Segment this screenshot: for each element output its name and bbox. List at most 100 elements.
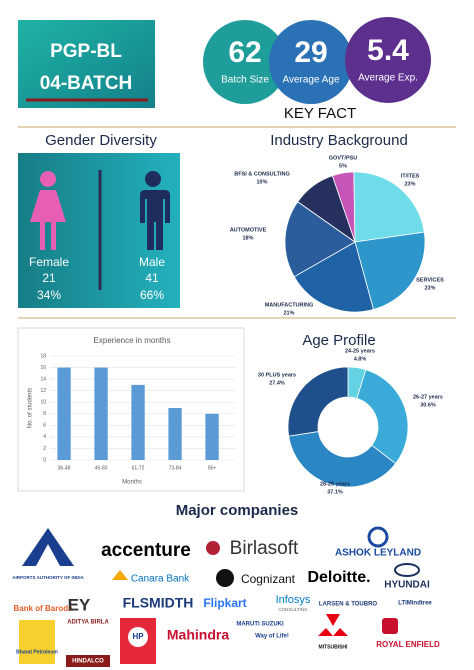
hindalco-box: [66, 655, 110, 667]
slice-label: 24-25 years: [345, 348, 375, 354]
y-tick-label: 14: [40, 376, 46, 382]
x-tick-label: 49-60: [95, 465, 108, 471]
y-tick-label: 8: [43, 411, 46, 417]
slice: [353, 171, 425, 243]
fact-value: 29: [294, 36, 327, 69]
fact-circle: [203, 20, 287, 104]
slice-value: 27.4%: [269, 380, 285, 386]
donut-title: Age Profile: [302, 332, 375, 349]
slice: [293, 241, 374, 313]
company-name: ADITYA BIRLA: [67, 620, 109, 626]
company-name: Canara Bank: [131, 574, 190, 585]
y-tick-label: 12: [40, 388, 46, 394]
y-tick-label: 0: [43, 457, 46, 463]
company-name: EY: [68, 595, 91, 614]
slice-label: IT/ITES: [401, 173, 420, 179]
company-name: Flipkart: [203, 596, 246, 610]
slice-label: GOVT/PSU: [329, 155, 357, 161]
x-tick-label: 85+: [208, 465, 217, 471]
company-name: FLSMIDTH: [123, 595, 194, 611]
company-name: Cognizant: [241, 572, 296, 586]
y-axis-label: No. of students: [28, 388, 34, 428]
company-name: Way of Life!: [255, 634, 289, 640]
company-name: LARSEN & TOUBRO: [319, 602, 378, 608]
y-tick-label: 18: [40, 353, 46, 359]
slice: [287, 366, 349, 437]
logo-shapes: [19, 526, 420, 664]
company-name: Bank of Baroda: [13, 604, 73, 613]
slice-value: 4.8%: [354, 356, 367, 362]
header-line2: 04-BATCH: [40, 73, 133, 94]
slice-label: 26-27 years: [413, 394, 443, 400]
company-name: Deloitte.: [307, 569, 370, 586]
company-name: HP: [132, 632, 144, 641]
slice-value: 5%: [339, 163, 347, 169]
company-name: MARUTI SUZUKI: [236, 622, 284, 628]
female-label: Female: [29, 255, 69, 269]
male-icon: [140, 171, 170, 250]
bar-chart-frame: [17, 327, 245, 492]
company-name: Birlasoft: [230, 538, 299, 559]
slice-value: 37.1%: [327, 489, 343, 495]
slice-value: 30.6%: [420, 402, 436, 408]
slice: [297, 175, 356, 244]
y-tick-label: 6: [43, 423, 46, 429]
x-tick-label: 61-72: [132, 465, 145, 471]
gender-title: Gender Diversity: [45, 132, 157, 149]
x-axis-label: Months: [122, 480, 142, 486]
header-line1: PGP-BL: [50, 41, 122, 62]
industry-pie: GOVT/PSU 5% IT/ITES 23% SERVICES 23% MANUFACTU…: [230, 155, 444, 316]
y-tick-label: 2: [43, 446, 46, 452]
bar: [205, 413, 219, 460]
fact-label: Batch Size: [221, 75, 269, 86]
company-name: ASHOK LEYLAND: [335, 548, 421, 559]
bar: [57, 367, 71, 460]
slice: [284, 201, 356, 278]
slice-label: AUTOMOTIVE: [230, 227, 267, 233]
slice: [354, 231, 426, 311]
pie-title: Industry Background: [270, 132, 408, 149]
slice-value: 21%: [283, 310, 294, 316]
slice-label: MANUFACTURING: [265, 302, 314, 308]
fact-circle: [345, 17, 431, 103]
company-logos: AIRPORTS AUTHORITY OF INDIA accenture Birl…: [12, 538, 440, 667]
company-name: ROYAL ENFIELD: [376, 640, 440, 649]
company-name: Mahindra: [167, 627, 229, 643]
company-name: HINDALCO: [72, 659, 104, 665]
y-tick-label: 4: [43, 434, 46, 440]
age-donut: 24-25 years 4.8% 26-27 years 30.6% 28-29 yea…: [258, 348, 443, 495]
y-tick-label: 16: [40, 365, 46, 371]
slice: [356, 369, 409, 465]
bar: [94, 367, 108, 460]
bar-title: Experience in months: [94, 336, 171, 345]
slice: [288, 431, 397, 488]
male-label: Male: [139, 255, 165, 269]
company-name: Bharat Petroleum: [16, 649, 58, 655]
fact-circle: [269, 20, 353, 104]
company-name: LTIMindtree: [398, 601, 432, 607]
key-facts: 62 Batch Size 29 Average Age 5.4 Average Exp.: [221, 34, 418, 86]
female-percent: 34%: [37, 288, 61, 302]
slice-label: 28-29 years: [320, 481, 350, 487]
slice-value: 18%: [242, 235, 253, 241]
company-name: CONSULTING: [278, 607, 308, 612]
slice-value: 23%: [404, 181, 415, 187]
male-percent: 66%: [140, 288, 164, 302]
fact-label: Average Exp.: [358, 73, 418, 84]
y-tick-label: 10: [40, 400, 46, 406]
x-tick-label: 36-48: [58, 465, 71, 471]
bar: [131, 384, 145, 460]
slice-label: 30 PLUS years: [258, 372, 296, 378]
bar: [168, 408, 182, 460]
slice-value: 23%: [424, 285, 435, 291]
header-box: [18, 20, 155, 108]
x-tick-label: 73-84: [169, 465, 182, 471]
company-name: AIRPORTS AUTHORITY OF INDIA: [12, 575, 84, 580]
fact-value: 62: [228, 36, 261, 69]
company-name: accenture: [101, 540, 191, 561]
company-name: Infosys: [276, 594, 311, 606]
fact-label: Average Age: [282, 75, 340, 86]
key-fact-title: KEY FACT: [284, 105, 356, 122]
